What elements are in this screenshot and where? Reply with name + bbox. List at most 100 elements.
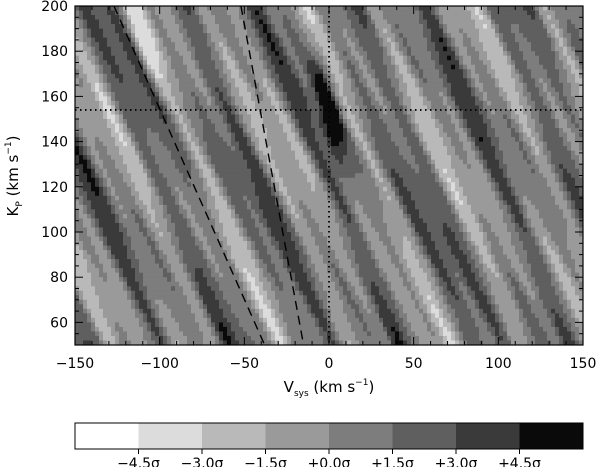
heatmap-cell: [223, 87, 228, 93]
heatmap-cell: [363, 37, 368, 43]
heatmap-cell: [231, 146, 236, 152]
heatmap-cell: [515, 105, 520, 111]
heatmap-cell: [91, 128, 96, 134]
heatmap-cell: [251, 28, 256, 34]
heatmap-cell: [407, 100, 412, 107]
heatmap-cell: [567, 91, 572, 97]
heatmap-cell: [479, 132, 484, 138]
heatmap-cell: [247, 128, 252, 134]
heatmap-cell: [227, 73, 232, 79]
heatmap-cell: [155, 164, 160, 170]
heatmap-cell: [295, 105, 300, 111]
heatmap-cell: [539, 37, 544, 43]
heatmap-cell: [547, 73, 552, 79]
heatmap-cell: [527, 60, 532, 66]
heatmap-cell: [119, 55, 124, 61]
heatmap-cell: [175, 114, 180, 120]
heatmap-cell: [271, 19, 276, 25]
heatmap-cell: [471, 37, 476, 43]
heatmap-cell: [187, 37, 192, 43]
heatmap-cell: [303, 141, 308, 147]
heatmap-cell: [363, 33, 368, 39]
heatmap-cell: [123, 33, 128, 39]
heatmap-cell: [367, 91, 372, 97]
heatmap-cell: [299, 24, 304, 30]
heatmap-cell: [255, 150, 260, 156]
heatmap-cell: [231, 15, 236, 21]
heatmap-cell: [263, 6, 268, 12]
heatmap-cell: [199, 105, 204, 111]
heatmap-cell: [271, 82, 276, 88]
heatmap-cell: [455, 109, 460, 116]
heatmap-cell: [355, 69, 360, 75]
heatmap-cell: [99, 100, 104, 107]
heatmap-cell: [155, 150, 160, 156]
heatmap-cell: [319, 69, 324, 75]
heatmap-cell: [543, 46, 548, 52]
heatmap-cell: [471, 91, 476, 97]
heatmap-cell: [279, 105, 284, 111]
heatmap-cell: [179, 10, 184, 16]
heatmap-cell: [175, 15, 180, 21]
heatmap-cell: [387, 60, 392, 66]
heatmap-cell: [291, 24, 296, 30]
heatmap-cell: [419, 141, 424, 147]
heatmap-cell: [459, 119, 464, 125]
heatmap-cell: [191, 177, 196, 183]
heatmap-cell: [203, 6, 208, 12]
heatmap-cell: [211, 73, 216, 79]
heatmap-cell: [339, 96, 344, 102]
heatmap-cell: [427, 132, 432, 138]
heatmap-cell: [135, 96, 140, 102]
heatmap-cell: [399, 96, 404, 102]
heatmap-cell: [159, 73, 164, 79]
heatmap-cell: [163, 109, 168, 116]
heatmap-cell: [175, 155, 180, 161]
heatmap-cell: [375, 87, 380, 93]
heatmap-cell: [263, 82, 268, 88]
heatmap-cell: [307, 73, 312, 79]
heatmap-cell: [159, 132, 164, 138]
heatmap-cell: [395, 15, 400, 21]
heatmap-cell: [123, 146, 128, 152]
heatmap-cell: [319, 10, 324, 16]
heatmap-cell: [427, 141, 432, 147]
heatmap-cell: [503, 137, 508, 143]
heatmap-cell: [251, 55, 256, 61]
heatmap-cell: [475, 128, 480, 134]
heatmap-cell: [95, 6, 100, 12]
heatmap-cell: [303, 105, 308, 111]
heatmap-cell: [79, 114, 84, 120]
heatmap-cell: [87, 173, 92, 179]
heatmap-cell: [475, 168, 480, 174]
heatmap-cell: [419, 55, 424, 61]
heatmap-cell: [359, 64, 364, 70]
heatmap-cell: [323, 19, 328, 25]
heatmap-cell: [575, 60, 580, 66]
heatmap-cell: [551, 168, 556, 174]
heatmap-cell: [515, 128, 520, 134]
heatmap-cell: [335, 173, 340, 179]
heatmap-cell: [95, 100, 100, 107]
heatmap-cell: [99, 150, 104, 156]
heatmap-cell: [315, 96, 320, 102]
heatmap-cell: [539, 128, 544, 134]
heatmap-cell: [115, 155, 120, 161]
heatmap-cell: [275, 164, 280, 170]
heatmap-cell: [499, 33, 504, 39]
heatmap-cell: [311, 173, 316, 179]
heatmap-cell: [399, 60, 404, 66]
heatmap-cell: [355, 91, 360, 97]
heatmap-cell: [543, 82, 548, 88]
heatmap-cell: [295, 177, 300, 183]
heatmap-cell: [79, 64, 84, 70]
heatmap-cell: [231, 141, 236, 147]
heatmap-cell: [491, 6, 496, 12]
heatmap-cell: [431, 73, 436, 79]
heatmap-cell: [223, 82, 228, 88]
heatmap-cell: [131, 177, 136, 183]
heatmap-cell: [191, 109, 196, 116]
heatmap-cell: [527, 137, 532, 143]
heatmap-cell: [327, 46, 332, 52]
heatmap-cell: [443, 168, 448, 174]
